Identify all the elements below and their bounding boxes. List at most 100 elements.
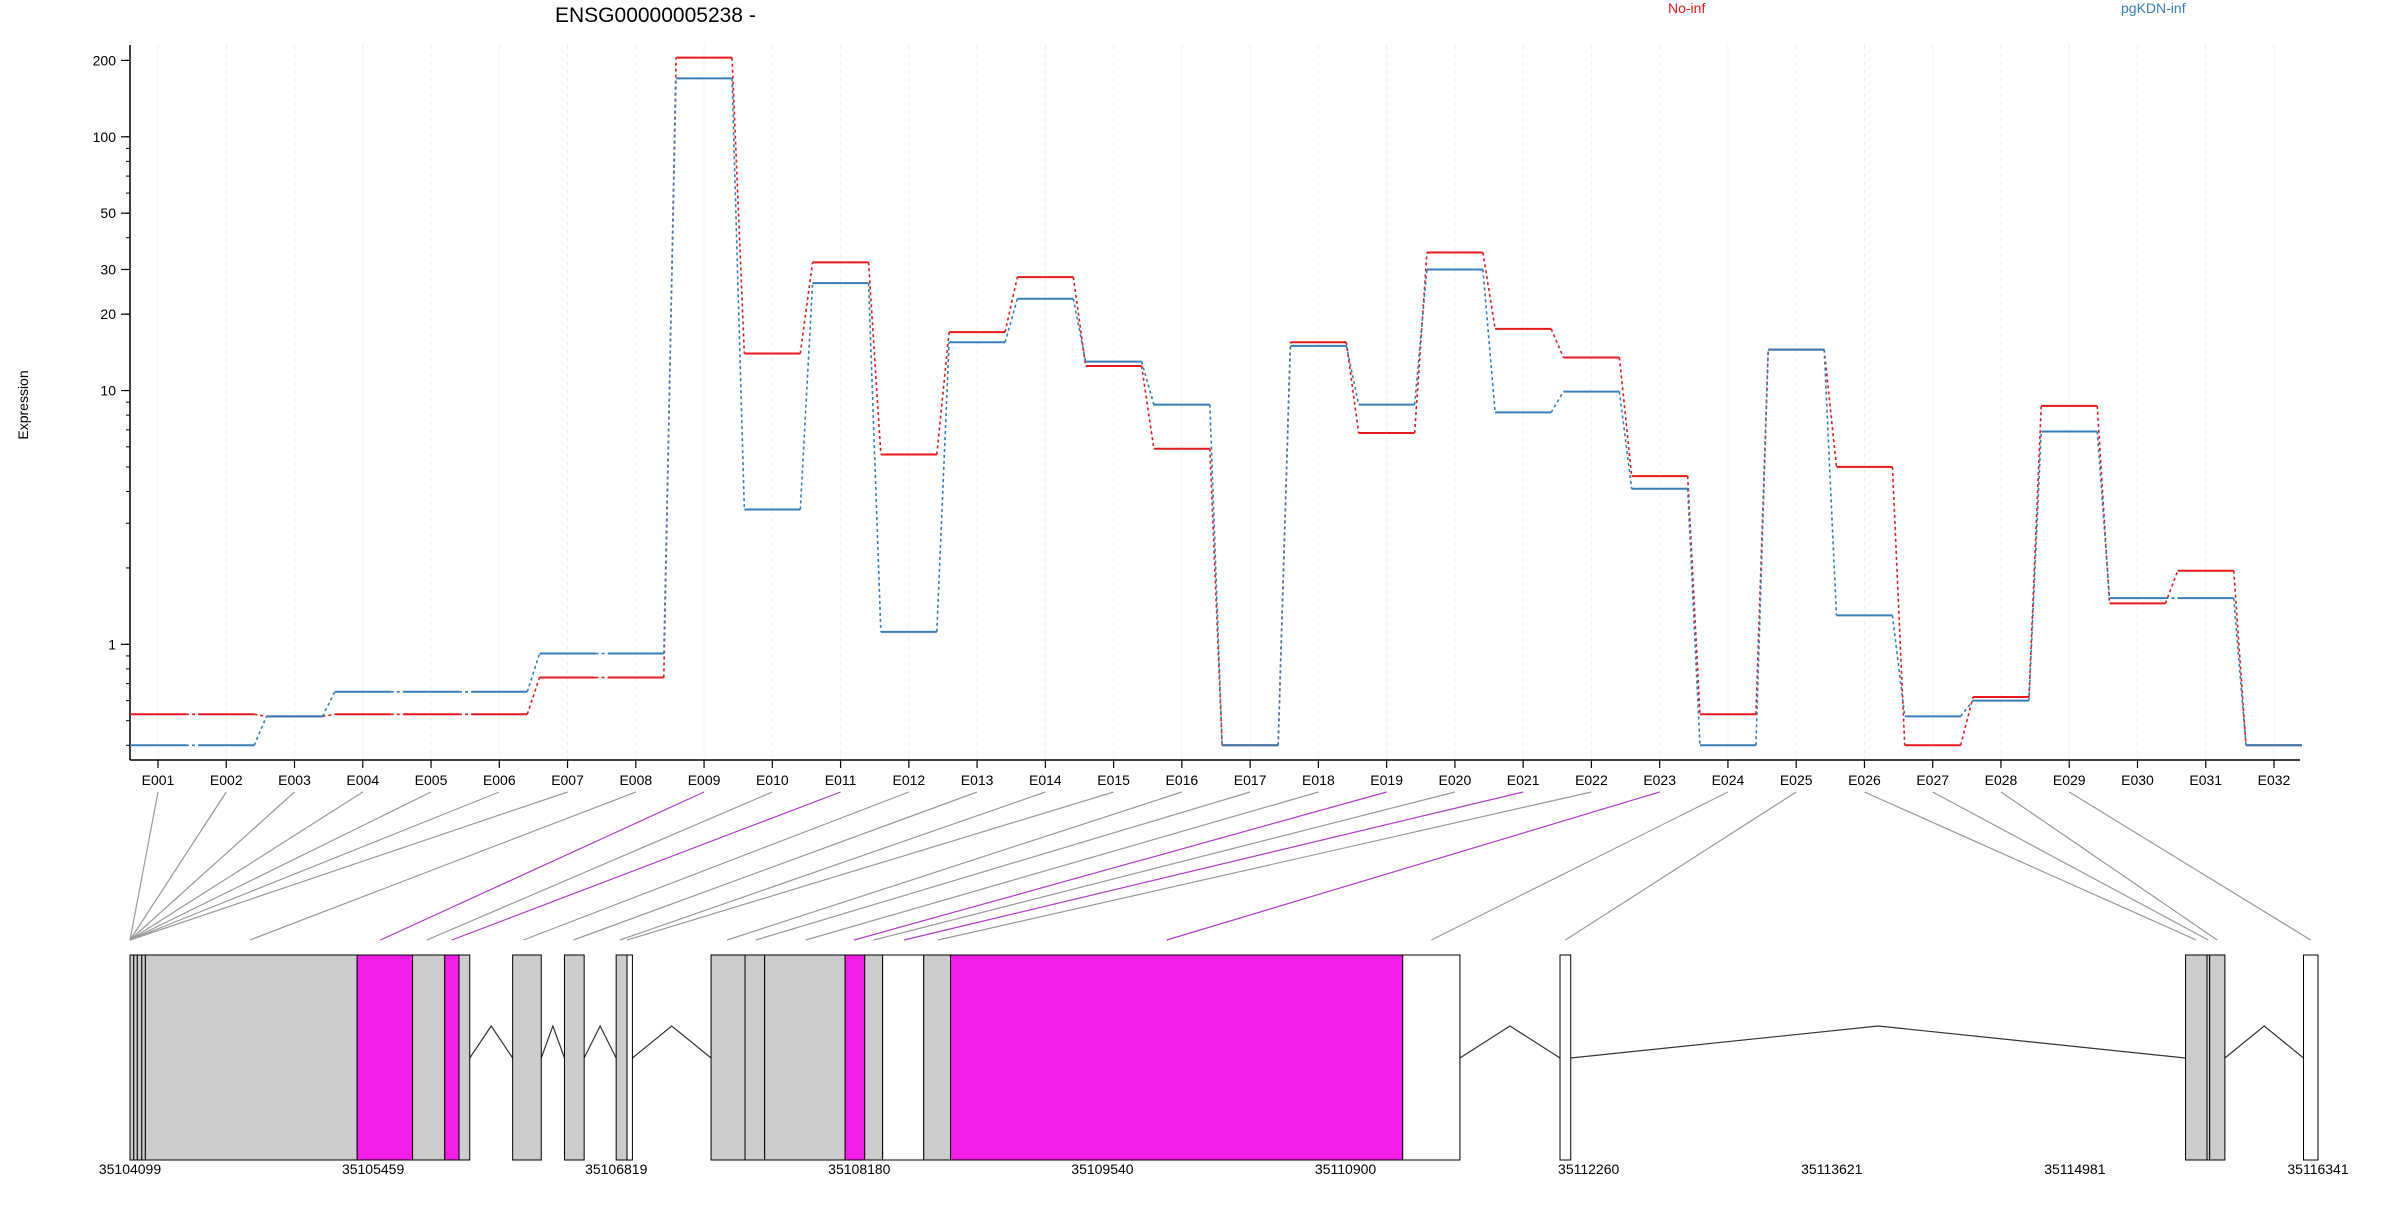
x-tick-label: E026 xyxy=(1848,772,1881,788)
exon-connector xyxy=(1431,791,1729,941)
exon-connector xyxy=(573,791,978,941)
exon-block xyxy=(356,954,414,1161)
exon-block xyxy=(512,954,542,1161)
x-tick-label: E002 xyxy=(210,772,243,788)
exon-connector xyxy=(626,791,1114,941)
x-tick-label: E024 xyxy=(1712,772,1745,788)
exon-connector xyxy=(2000,791,2218,941)
exon-connector xyxy=(451,791,841,941)
series-link xyxy=(1550,328,1565,358)
series-link xyxy=(1618,391,1633,489)
exon-block xyxy=(615,954,628,1161)
series-link xyxy=(1550,391,1565,413)
x-tick-label: E023 xyxy=(1643,772,1676,788)
x-tick-label: E014 xyxy=(1029,772,1062,788)
series-link xyxy=(1209,404,1223,746)
series-layer xyxy=(130,56,2302,747)
exon-block xyxy=(2303,954,2319,1161)
series-link xyxy=(1004,298,1019,343)
series-link xyxy=(254,713,267,718)
x-tick-label: E027 xyxy=(1916,772,1949,788)
x-tick-label: E021 xyxy=(1507,772,1540,788)
genome-position-label: 35104099 xyxy=(99,1161,162,1177)
y-tick-label: 50 xyxy=(100,205,116,221)
exon-connector xyxy=(2068,791,2311,941)
y-tick-label: 30 xyxy=(100,261,116,277)
series-link xyxy=(2232,598,2247,746)
gene-model xyxy=(129,954,2319,1161)
series-link xyxy=(526,653,541,693)
exon-connector xyxy=(1932,791,2209,941)
series-link xyxy=(1755,349,1769,746)
genome-position-label: 35113621 xyxy=(1801,1161,1862,1177)
exon-connector xyxy=(129,791,432,941)
genome-position-label: 35110900 xyxy=(1315,1161,1376,1177)
x-tick-label: E022 xyxy=(1575,772,1608,788)
exon-block xyxy=(1559,954,1572,1161)
genome-position-label: 35112260 xyxy=(1558,1161,1619,1177)
x-tick-label: E029 xyxy=(2053,772,2086,788)
exon-block xyxy=(2209,954,2226,1161)
exon-block xyxy=(626,954,633,1161)
series-link xyxy=(1959,696,1974,746)
exon-block xyxy=(141,954,146,1161)
exon-connector xyxy=(805,791,1319,941)
series-link xyxy=(2028,431,2043,701)
x-tick-label: E013 xyxy=(961,772,994,788)
series-link xyxy=(1891,615,1906,717)
series-link xyxy=(1345,342,1360,434)
x-tick-label: E003 xyxy=(278,772,311,788)
exon-block xyxy=(129,954,135,1161)
intron xyxy=(1459,1025,1561,1059)
exon-block xyxy=(864,954,884,1161)
x-tick-label: E010 xyxy=(756,772,789,788)
exon-connector xyxy=(426,791,773,941)
chart-title: ENSG00000005238 - xyxy=(555,4,756,27)
series-link xyxy=(1072,276,1087,367)
series-link xyxy=(936,342,950,632)
exon-block xyxy=(412,954,446,1161)
x-tick-label: E025 xyxy=(1780,772,1813,788)
exon-block xyxy=(710,954,746,1161)
series-link xyxy=(1618,357,1633,477)
genome-axis: 35104099 35105459 35106819 35108180 35109540… xyxy=(99,1161,2349,1177)
series-link xyxy=(867,283,882,632)
exon-connector xyxy=(903,791,1524,941)
x-tick-label: E030 xyxy=(2121,772,2154,788)
x-tick-label: E012 xyxy=(892,772,925,788)
gridlines xyxy=(157,45,2275,760)
x-tick-label: E005 xyxy=(415,772,448,788)
y-axis: 1 10 20 30 50 100 200 xyxy=(93,45,131,760)
series-link xyxy=(1345,345,1360,405)
genome-position-label: 35108180 xyxy=(828,1161,891,1177)
exon-block xyxy=(744,954,766,1161)
exon-block xyxy=(458,954,471,1161)
exon-block xyxy=(144,954,358,1161)
exon-block xyxy=(764,954,846,1161)
exon-block xyxy=(1402,954,1461,1161)
exon-block xyxy=(882,954,925,1161)
exon-connector xyxy=(937,791,1592,941)
exon-block xyxy=(844,954,866,1161)
exon-connector xyxy=(1864,791,2197,941)
series-link xyxy=(253,716,268,746)
series-link xyxy=(1823,349,1838,616)
exon-connector xyxy=(755,791,1251,941)
x-tick-label: E019 xyxy=(1370,772,1403,788)
exon-connector xyxy=(523,791,910,941)
exon-connectors xyxy=(129,791,2311,941)
series-link xyxy=(1482,252,1496,330)
x-tick-label: E001 xyxy=(142,772,175,788)
exon-connector xyxy=(1166,791,1660,941)
exon-connector xyxy=(249,791,637,941)
series-link xyxy=(799,283,814,510)
exon-block xyxy=(133,954,138,1161)
series-link xyxy=(2096,431,2111,599)
y-tick-label: 10 xyxy=(100,383,116,399)
exon-connector xyxy=(129,791,364,941)
series-link xyxy=(1755,349,1769,715)
series-link xyxy=(1072,298,1087,362)
series-no-inf xyxy=(130,56,2302,747)
intron xyxy=(469,1024,514,1059)
